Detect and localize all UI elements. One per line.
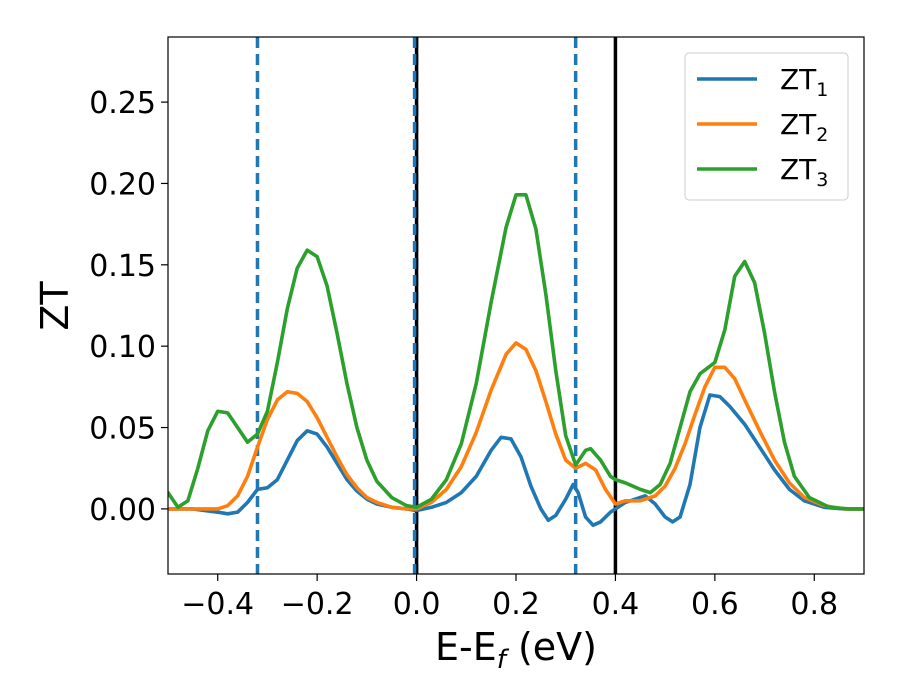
legend-label-zt3: ZT3 bbox=[780, 153, 828, 191]
series-line-zt1 bbox=[168, 393, 864, 527]
legend-label-zt1: ZT1 bbox=[780, 63, 828, 101]
y-axis-ticks: 0.00 0.05 0.10 0.15 0.20 0.25 bbox=[89, 86, 168, 528]
x-tick-label: −0.2 bbox=[281, 587, 354, 622]
legend-label-zt2: ZT2 bbox=[780, 108, 828, 146]
y-tick-label: 0.25 bbox=[89, 86, 156, 121]
x-tick-label: 0.6 bbox=[691, 587, 739, 622]
x-axis-label: E-Ef (eV) bbox=[435, 625, 597, 675]
y-tick-label: 0.05 bbox=[89, 412, 156, 447]
x-tick-label: −0.4 bbox=[181, 587, 254, 622]
x-tick-label: 0.2 bbox=[492, 587, 540, 622]
y-tick-label: 0.00 bbox=[89, 493, 156, 528]
x-axis-ticks: −0.4 −0.2 0.0 0.2 0.4 0.6 0.8 bbox=[181, 574, 838, 622]
y-tick-label: 0.20 bbox=[89, 167, 156, 202]
reference-lines bbox=[255, 37, 618, 574]
x-tick-label: 0.0 bbox=[393, 587, 441, 622]
y-tick-label: 0.15 bbox=[89, 249, 156, 284]
legend-box bbox=[684, 52, 849, 201]
y-tick-label: 0.10 bbox=[89, 330, 156, 365]
series-line-zt3 bbox=[168, 193, 864, 511]
x-tick-label: 0.4 bbox=[592, 587, 640, 622]
legend: ZT1 ZT2 ZT3 bbox=[684, 52, 849, 201]
x-tick-label: 0.8 bbox=[790, 587, 838, 622]
series-line-zt2 bbox=[168, 341, 864, 511]
series-lines bbox=[168, 193, 864, 527]
y-axis-label: ZT bbox=[33, 281, 77, 331]
